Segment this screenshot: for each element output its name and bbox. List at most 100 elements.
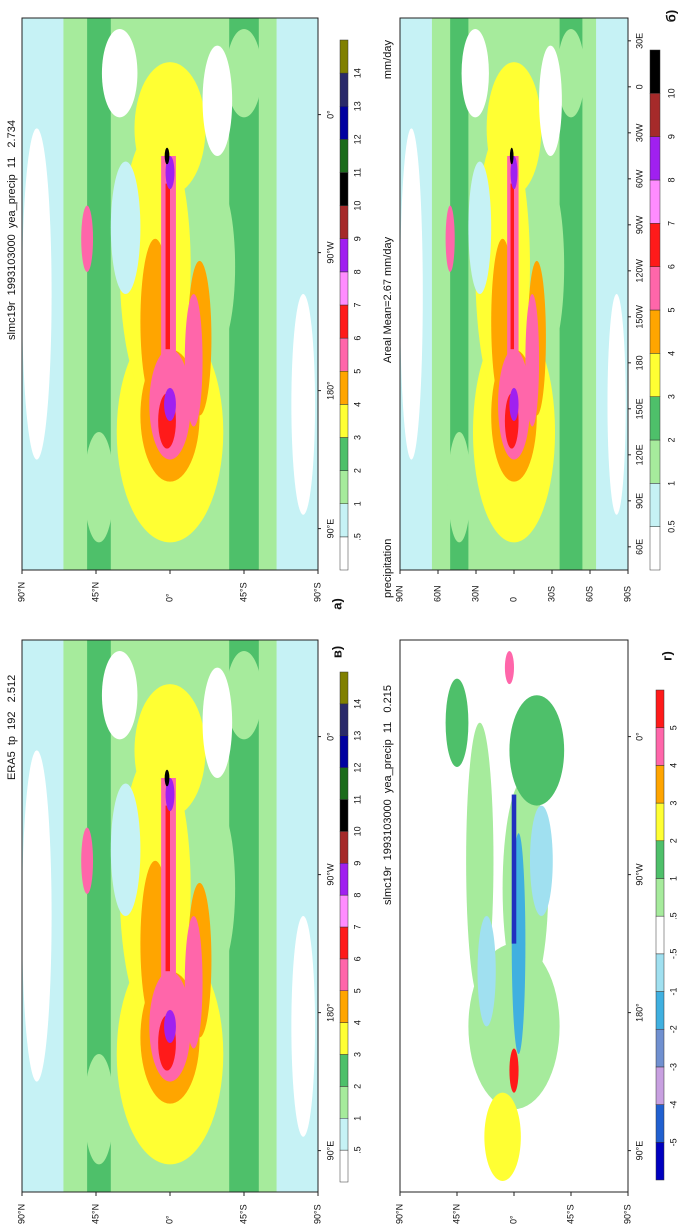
colorbar-segment (340, 305, 348, 338)
colorbar-label: -1 (668, 988, 678, 996)
colorbar-segment (340, 800, 348, 832)
colorbar-segment (340, 239, 348, 272)
colorbar-label: 5 (352, 369, 362, 374)
colorbar-segment (340, 371, 348, 404)
colorbar-segment (340, 272, 348, 305)
map-shape (448, 432, 471, 542)
map-panel (400, 640, 628, 1192)
map-shape (81, 206, 93, 272)
map-field (22, 18, 318, 570)
colorbar-label: 3 (668, 801, 678, 806)
map-shape (203, 46, 233, 156)
colorbar-segment (340, 863, 348, 895)
map-shape (111, 162, 141, 294)
colorbar-label: 4 (668, 763, 678, 768)
colorbar-segment (340, 537, 348, 570)
colorbar-label: 8 (352, 893, 362, 898)
colorbar-segment (340, 768, 348, 800)
colorbar-label: 1 (666, 481, 676, 486)
lon-label: 180° (325, 1003, 335, 1022)
map-shape (446, 679, 469, 767)
map-shape (22, 750, 52, 1081)
colorbar-segment (340, 831, 348, 863)
map-shape (525, 294, 539, 426)
colorbar-label: 10 (666, 88, 676, 98)
lat-label: 45°N (90, 1204, 100, 1224)
colorbar-label: 1 (668, 876, 678, 881)
colorbar-segment (340, 704, 348, 736)
colorbar-label: 2 (666, 437, 676, 442)
colorbar-segment (656, 765, 664, 803)
colorbar-label: 3 (666, 394, 676, 399)
colorbar-segment (650, 483, 660, 526)
map-field (400, 18, 628, 570)
lon-label: 90°E (634, 1141, 644, 1161)
colorbar-segment (650, 93, 660, 136)
lon-label: 90°W (634, 863, 644, 886)
colorbar-segment (340, 404, 348, 437)
colorbar-label: 1 (352, 501, 362, 506)
map-shape (102, 651, 138, 739)
colorbar-label: 2 (352, 468, 362, 473)
lon-label: 90°W (325, 863, 335, 886)
colorbar-label: 2 (668, 838, 678, 843)
colorbar-label: 12 (352, 134, 362, 144)
lon-label: 150W (634, 305, 644, 329)
lon-label: 90°E (325, 519, 335, 539)
colorbar-segment (650, 267, 660, 310)
colorbar-label: 6 (666, 264, 676, 269)
colorbar-segment (340, 1023, 348, 1055)
lat-label: 0° (508, 1215, 518, 1224)
lon-label: 180° (634, 1003, 644, 1022)
map-shape (530, 806, 553, 916)
colorbar-segment (656, 841, 664, 879)
lat-label: 90°S (312, 1204, 322, 1224)
lon-label: 90E (634, 493, 644, 509)
figure: slmc19r 1993103000 yea_precip 11 2.73490… (0, 0, 682, 1226)
map-shape (468, 162, 491, 294)
panel-title: slmc19r 1993103000 yea_precip 11 2.734 (6, 120, 18, 340)
colorbar-label: 8 (666, 177, 676, 182)
map-field (22, 640, 318, 1192)
lat-label: 90°N (16, 582, 26, 602)
colorbar-segment (340, 736, 348, 768)
colorbar-label: 0.5 (666, 520, 676, 533)
map-panel (22, 640, 318, 1192)
colorbar-segment (340, 959, 348, 991)
colorbar-segment (340, 106, 348, 139)
lat-label: 90°N (394, 1204, 404, 1224)
colorbar-label: 9 (352, 236, 362, 241)
colorbar-segment (650, 50, 660, 93)
map-shape (509, 1048, 518, 1092)
map-shape (84, 432, 114, 542)
lon-label: 60E (634, 539, 644, 555)
lat-label: 0 (508, 597, 518, 602)
lon-label: 180° (325, 381, 335, 400)
map-shape (81, 828, 93, 894)
colorbar-segment (650, 527, 660, 570)
colorbar-segment (340, 895, 348, 927)
colorbar-segment (340, 1150, 348, 1182)
colorbar-segment (340, 1118, 348, 1150)
lon-label: 60W (634, 169, 644, 188)
colorbar-segment (340, 471, 348, 504)
lat-label: 0° (164, 1215, 174, 1224)
map-shape (462, 29, 489, 117)
lat-label: 90°S (312, 582, 322, 602)
colorbar-label: 14 (352, 699, 362, 709)
colorbar-label: .5 (352, 1146, 362, 1154)
map-shape (446, 206, 455, 272)
map-shape (22, 128, 52, 459)
colorbar-segment (340, 206, 348, 239)
colorbar-label: -5 (668, 1138, 678, 1146)
colorbar-label: 4 (352, 402, 362, 407)
colorbar-label: -2 (668, 1025, 678, 1033)
colorbar-segment (656, 992, 664, 1030)
map-shape (185, 916, 203, 1048)
map-shape (84, 1054, 114, 1164)
colorbar-segment (656, 878, 664, 916)
map-shape (166, 806, 170, 972)
colorbar-label: 12 (352, 763, 362, 773)
colorbar-segment (340, 338, 348, 371)
colorbar-segment (340, 173, 348, 206)
